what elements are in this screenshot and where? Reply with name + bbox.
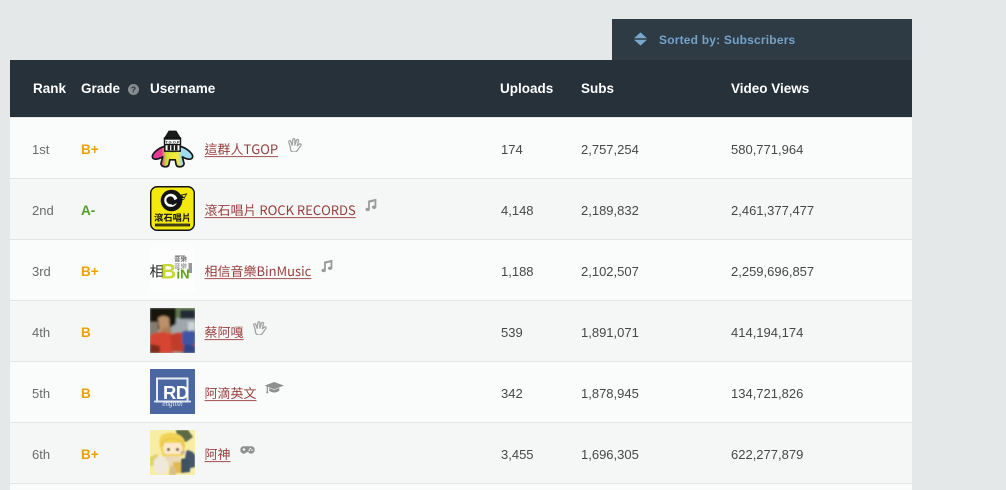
svg-text:T.G.O.P: T.G.O.P [165,140,180,145]
svg-text:iN: iN [177,267,190,282]
svg-text:?: ? [131,84,136,94]
svg-text:english: english [162,400,183,408]
svg-text:B: B [161,261,176,284]
svg-text:RD: RD [163,382,189,403]
